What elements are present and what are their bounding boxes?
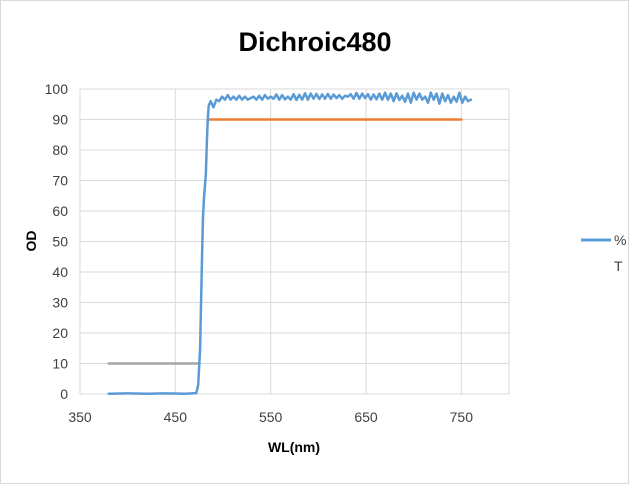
legend: % T xyxy=(581,232,626,274)
x-tick-label: 750 xyxy=(450,409,474,425)
y-axis-ticks: 0 10 20 30 40 50 60 70 80 90 100 xyxy=(45,81,69,402)
gridlines xyxy=(79,88,509,395)
y-tick-label: 100 xyxy=(45,81,69,97)
legend-label-line-2: T xyxy=(614,258,623,274)
y-tick-label: 70 xyxy=(52,173,68,189)
y-axis-title: OD xyxy=(23,231,39,252)
x-tick-label: 550 xyxy=(259,409,283,425)
x-tick-label: 650 xyxy=(354,409,378,425)
y-tick-label: 10 xyxy=(52,356,68,372)
y-tick-label: 0 xyxy=(60,386,68,402)
x-tick-label: 350 xyxy=(68,409,92,425)
y-tick-label: 90 xyxy=(52,112,68,128)
y-tick-label: 20 xyxy=(52,325,68,341)
y-tick-label: 80 xyxy=(52,142,68,158)
y-tick-label: 50 xyxy=(52,234,68,250)
x-axis-title: WL(nm) xyxy=(268,439,320,455)
series-layer xyxy=(107,91,473,395)
chart-title: Dichroic480 xyxy=(238,27,391,57)
x-tick-label: 450 xyxy=(164,409,188,425)
y-tick-label: 60 xyxy=(52,203,68,219)
y-tick-label: 30 xyxy=(52,295,68,311)
y-tick-label: 40 xyxy=(52,264,68,280)
series-line-0 xyxy=(107,91,473,395)
x-axis-ticks: 350 450 550 650 750 xyxy=(68,409,473,425)
legend-label-line-1: % xyxy=(614,232,626,248)
